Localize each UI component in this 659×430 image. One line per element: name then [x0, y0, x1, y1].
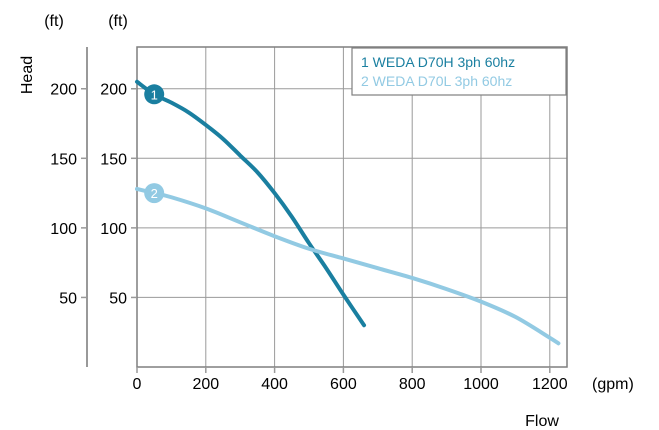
y-tick-label-left: 100 [50, 221, 77, 238]
y-tick-label-left: 50 [59, 290, 77, 307]
y-tick-labels: 200 200 150 150 100 100 50 50 [50, 82, 137, 307]
legend-entry-1: 1 WEDA D70H 3ph 60hz [361, 54, 515, 70]
y-tick-label-right: 150 [100, 151, 127, 168]
x-tick-label: 800 [399, 376, 426, 393]
y-unit-left: (ft) [44, 13, 64, 30]
x-tick-label: 1200 [532, 376, 568, 393]
series-lines: 12 [135, 79, 561, 346]
y-tick-label-right: 50 [109, 290, 127, 307]
legend-entry-2: 2 WEDA D70L 3ph 60hz [361, 73, 512, 89]
plot-area [137, 47, 567, 367]
x-tick-label: 0 [133, 376, 142, 393]
x-unit-label: (gpm) [592, 376, 634, 393]
x-tick-label: 400 [261, 376, 288, 393]
y-tick-label-left: 150 [50, 151, 77, 168]
plot-border [136, 46, 568, 368]
series-marker-label-1: 1 [151, 87, 158, 102]
legend-box [351, 47, 567, 96]
series-marker-label-2: 2 [151, 186, 158, 201]
series-marker-2 [144, 183, 165, 204]
x-axis-title: Flow [525, 413, 559, 430]
y-axis-title: Head [19, 56, 36, 94]
x-tick-label: 1000 [463, 376, 499, 393]
y-unit-right: (ft) [108, 13, 128, 30]
y-tick-label-right: 200 [100, 82, 127, 99]
legend: 1 WEDA D70H 3ph 60hz 2 WEDA D70L 3ph 60h… [351, 47, 567, 96]
series-line-2 [135, 186, 561, 346]
x-tick-label: 200 [192, 376, 219, 393]
series-marker-1 [144, 84, 165, 105]
y-tick-label-right: 100 [100, 221, 127, 238]
series-line-1 [135, 79, 367, 328]
y-tick-label-left: 200 [50, 82, 77, 99]
x-tick-label: 600 [330, 376, 357, 393]
x-tick-labels: 0 200 400 600 800 1000 1200 [133, 367, 568, 393]
